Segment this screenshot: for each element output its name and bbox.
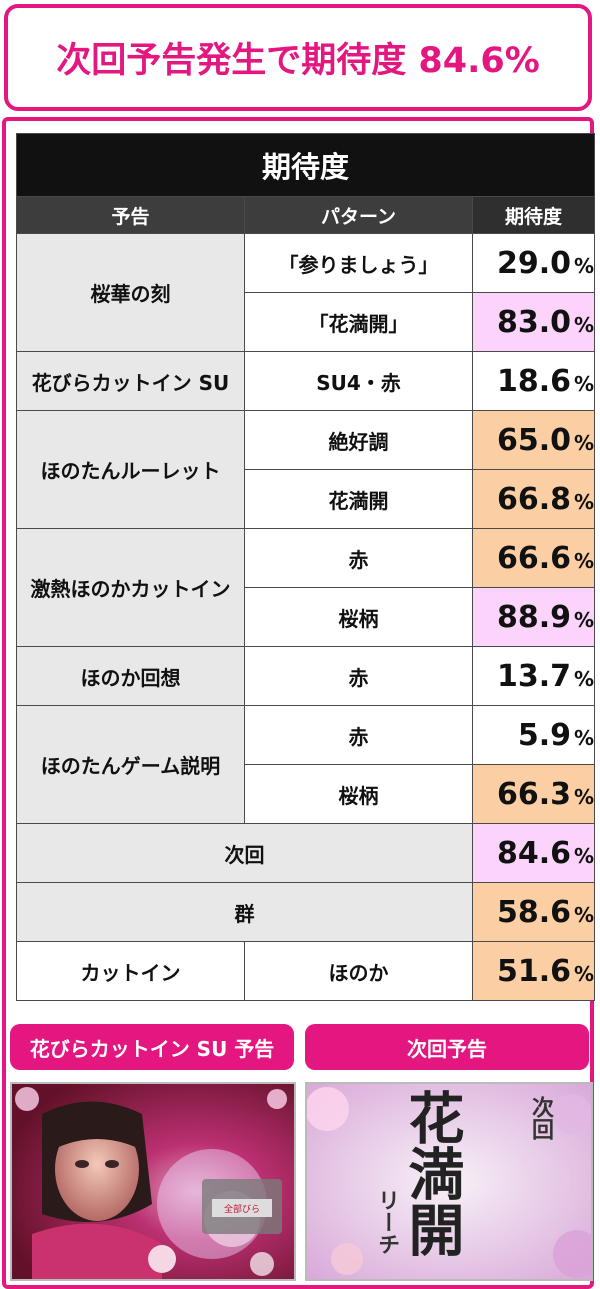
rate-cell: 88.9% [471,587,596,647]
caption-right: 次回予告 [305,1024,589,1070]
table-row: 次回 84.6% [16,823,596,883]
col-header-rate: 期待度 [471,196,596,234]
yokoku-cell: カットイン [16,941,245,1001]
rate-cell: 13.7% [471,646,596,706]
rate-cell: 66.8% [471,469,596,529]
table-row: 「花満開」 83.0% [17,292,596,352]
rate-value: 83.0 [496,304,571,340]
pattern-cell: SU4・赤 [244,351,473,411]
table-row: カットイン ほのか 51.6% [16,941,596,1001]
caption-left-text: 花びらカットイン SU 予告 [29,1036,275,1061]
rate-cell: 84.6% [471,823,596,883]
percent-sign: % [573,843,595,868]
yokoku-cell: ほのか回想 [16,646,245,706]
scene-image-left: 全部びら [10,1082,296,1281]
percent-sign: % [573,371,595,396]
rate-value: 66.6 [496,540,571,576]
percent-sign: % [573,312,595,337]
scene-right-small-top: 次回 [528,1096,554,1140]
pattern-cell: 絶好調 [244,410,473,470]
rate-value: 66.8 [496,481,571,517]
yokoku-cell: 群 [16,882,473,942]
pattern-cell: ほのか [244,941,473,1001]
rate-table: 期待度 予告 パターン 期待度 桜華の刻 「参りましょう」 29.0% 「花満開… [15,133,596,1001]
yokoku-cell: 花びらカットイン SU [16,351,245,411]
rate-value: 65.0 [496,422,571,458]
scene-left-art: 全部びら [12,1084,294,1279]
headline-text: 次回予告発生で期待度 84.6% [56,41,540,81]
scene-right-small-bottom: リーチ [374,1189,400,1255]
rate-cell: 58.6% [471,882,596,942]
pattern-cell: 赤 [244,528,473,588]
yokoku-cell: 激熱ほのかカットイン [16,528,245,647]
table-row: 桜華の刻 「参りましょう」 29.0% [16,233,596,352]
table-row: 花びらカットイン SU SU4・赤 18.6% [16,351,596,411]
col-header-pattern: パターン [244,196,473,234]
table-row: 桜柄 88.9% [17,587,596,647]
table-row: 花満開 66.8% [17,469,596,529]
percent-sign: % [573,607,595,632]
yokoku-cell: 次回 [16,823,473,883]
rate-cell: 65.0% [471,410,596,470]
pattern-cell: 赤 [244,705,473,765]
percent-sign: % [573,666,595,691]
pattern-cell: 赤 [244,646,473,706]
rate-cell: 18.6% [471,351,596,411]
col-header-yokoku: 予告 [16,196,245,234]
yokoku-cell: 桜華の刻 [16,233,245,352]
rate-value: 18.6 [496,363,571,399]
pattern-cell: 「参りましょう」 [244,233,473,293]
pattern-cell: 花満開 [244,469,473,529]
percent-sign: % [573,430,595,455]
percent-sign: % [573,548,595,573]
scene-left-text: 全部びら [224,1203,260,1215]
rate-value: 29.0 [496,245,571,281]
table-row: ほのか回想 赤 13.7% [16,646,596,706]
rate-value: 58.6 [496,894,571,930]
rate-value: 5.9 [517,717,571,753]
rate-cell: 29.0% [471,233,596,293]
pattern-cell: 桜柄 [244,764,473,824]
rate-value: 66.3 [496,776,571,812]
scene-right-big-text: 花満開 [399,1089,465,1257]
pattern-cell: 桜柄 [244,587,473,647]
rate-panel: 期待度 予告 パターン 期待度 桜華の刻 「参りましょう」 29.0% 「花満開… [2,117,596,1289]
rate-value: 84.6 [496,835,571,871]
rate-value: 88.9 [496,599,571,635]
rate-value: 13.7 [496,658,571,694]
pattern-cell: 「花満開」 [244,292,473,352]
table-row: ほのたんルーレット 絶好調 65.0% [16,410,596,529]
scene-image-right: 花満開 次回 リーチ [305,1082,593,1281]
percent-sign: % [573,784,595,809]
scene-right-art [307,1084,591,1279]
percent-sign: % [573,253,595,278]
yokoku-cell: ほのたんゲーム説明 [16,705,245,824]
percent-sign: % [573,725,595,750]
rate-cell: 5.9% [471,705,596,765]
caption-right-text: 次回予告 [407,1036,487,1061]
headline-box: 次回予告発生で期待度 84.6% [4,4,592,111]
percent-sign: % [573,902,595,927]
table-row: 群 58.6% [16,882,596,942]
rate-value: 51.6 [496,953,571,989]
rate-cell: 66.3% [471,764,596,824]
percent-sign: % [573,489,595,514]
table-row: 激熱ほのかカットイン 赤 66.6% [16,528,596,647]
caption-left: 花びらカットイン SU 予告 [10,1024,294,1070]
yokoku-cell: ほのたんルーレット [16,410,245,529]
percent-sign: % [573,961,595,986]
table-row: ほのたんゲーム説明 赤 5.9% [16,705,596,824]
rate-cell: 83.0% [471,292,596,352]
rate-cell: 66.6% [471,528,596,588]
rate-cell: 51.6% [471,941,596,1001]
table-title: 期待度 [15,133,596,197]
